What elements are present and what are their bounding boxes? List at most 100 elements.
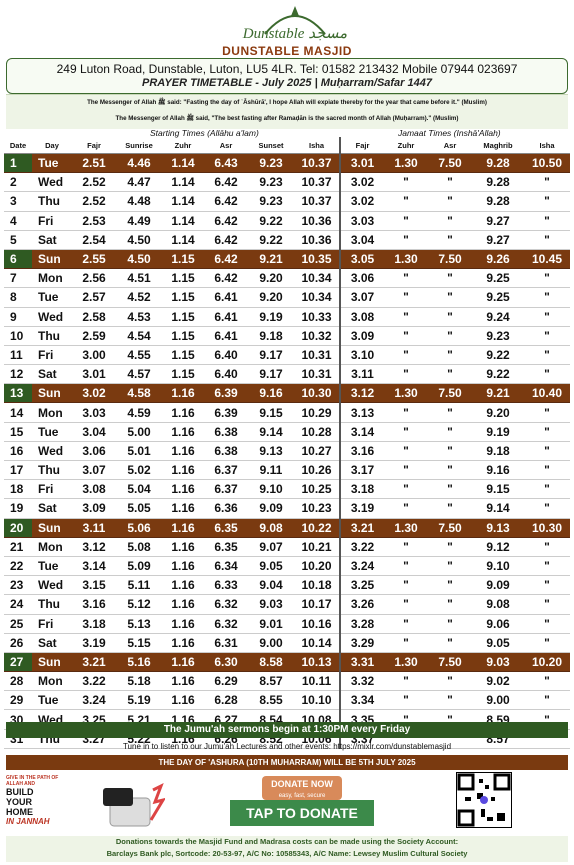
table-cell: 6.42 xyxy=(204,211,248,231)
table-cell: 5.01 xyxy=(116,441,162,462)
tune-in-text: Tune in to listen to our Jumu'ah Lecture… xyxy=(122,742,452,751)
table-cell: Sat xyxy=(32,230,72,250)
table-cell: 9.24 xyxy=(472,307,524,327)
table-cell: 5.00 xyxy=(116,422,162,442)
table-cell: " xyxy=(428,460,472,481)
table-cell: 7.50 xyxy=(428,652,472,673)
table-cell: 3.24 xyxy=(339,556,384,577)
table-cell: 10.27 xyxy=(294,441,340,462)
in-jannah-text: IN JANNAH xyxy=(6,817,50,826)
table-cell: 9.00 xyxy=(248,633,294,653)
column-header: Fajr xyxy=(72,137,116,154)
table-cell: 1.16 xyxy=(162,498,204,519)
table-cell: 10.33 xyxy=(294,307,340,327)
table-cell: Thu xyxy=(32,460,72,481)
table-cell: 2 xyxy=(4,172,32,193)
table-cell: 3.13 xyxy=(339,402,384,423)
table-cell: 9.27 xyxy=(472,211,524,231)
column-header: Isha xyxy=(524,137,570,154)
table-cell: Mon xyxy=(32,402,72,423)
table-cell: 6.31 xyxy=(204,633,248,653)
table-cell: 6.42 xyxy=(204,230,248,250)
table-cell: 9.05 xyxy=(472,633,524,653)
table-cell: 6.33 xyxy=(204,575,248,596)
table-cell: 1.30 xyxy=(384,518,428,538)
table-cell: " xyxy=(524,498,570,519)
table-cell: " xyxy=(384,422,428,442)
column-header: Zuhr xyxy=(384,137,428,154)
table-cell: 5 xyxy=(4,230,32,250)
table-cell: 3.02 xyxy=(339,191,384,212)
table-cell: 9.13 xyxy=(472,518,524,538)
table-cell: 24 xyxy=(4,594,32,615)
donate-now-badge: DONATE NOW easy, fast, secure xyxy=(262,776,342,800)
table-cell: 1.16 xyxy=(162,402,204,423)
table-cell: " xyxy=(428,614,472,634)
table-cell: 9.15 xyxy=(472,479,524,500)
table-cell: 1.15 xyxy=(162,345,204,366)
table-cell: " xyxy=(384,364,428,385)
table-cell: 8.55 xyxy=(248,690,294,711)
table-cell: 3.18 xyxy=(72,614,116,634)
column-header: Asr xyxy=(428,137,472,154)
table-cell: 3.14 xyxy=(339,422,384,442)
table-cell: 4.53 xyxy=(116,307,162,327)
table-row: 18 Fri 3.08 5.04 1.16 6.37 9.10 10.25 3.18 " " 9.15… xyxy=(4,479,570,500)
table-row: 17 Thu 3.07 5.02 1.16 6.37 9.11 10.26 3.17 " " 9.16… xyxy=(4,460,570,481)
hadith-line-1: The Messenger of Allah ﷺ said: "Fasting … xyxy=(87,99,487,106)
table-cell: 9.13 xyxy=(248,441,294,462)
table-cell: 10.17 xyxy=(294,594,340,615)
table-cell: 4.55 xyxy=(116,345,162,366)
table-cell: 6.41 xyxy=(204,287,248,308)
table-cell: " xyxy=(524,364,570,385)
table-cell: 5.12 xyxy=(116,594,162,615)
table-cell: 2.53 xyxy=(72,211,116,231)
donate-now-label: DONATE NOW xyxy=(271,779,333,789)
table-cell: Sat xyxy=(32,633,72,653)
table-cell: 1.16 xyxy=(162,614,204,634)
table-cell: 9.20 xyxy=(472,402,524,423)
table-cell: 9.22 xyxy=(248,230,294,250)
table-cell: 1.15 xyxy=(162,268,204,289)
table-cell: 1.15 xyxy=(162,249,204,270)
table-cell: 7 xyxy=(4,268,32,289)
table-cell: " xyxy=(428,172,472,193)
table-cell: " xyxy=(384,633,428,653)
table-cell: 6.35 xyxy=(204,518,248,538)
table-cell: " xyxy=(384,211,428,231)
table-cell: " xyxy=(384,172,428,193)
tap-to-donate-button[interactable]: TAP TO DONATE xyxy=(230,800,374,826)
table-cell: 9.18 xyxy=(472,441,524,462)
table-cell: 3.16 xyxy=(72,594,116,615)
table-cell: Sat xyxy=(32,498,72,519)
table-cell: 21 xyxy=(4,537,32,557)
table-cell: 9.28 xyxy=(472,191,524,212)
table-cell: 9.14 xyxy=(248,422,294,442)
table-cell: 9.14 xyxy=(472,498,524,519)
table-cell: 13 xyxy=(4,383,32,404)
table-cell: 10.30 xyxy=(524,518,570,538)
table-cell: 10.18 xyxy=(294,575,340,596)
jumuah-banner: The Jumu'ah sermons begin at 1:30PM ever… xyxy=(6,722,568,738)
table-cell: 3.03 xyxy=(339,211,384,231)
table-cell: 6.38 xyxy=(204,441,248,462)
table-cell: 7.50 xyxy=(428,383,472,404)
table-cell: 3.22 xyxy=(72,671,116,692)
table-cell: 9.23 xyxy=(472,326,524,346)
table-cell: 10.36 xyxy=(294,211,340,231)
build-home-promo: GIVE IN THE PATH OF ALLAH AND BUILD YOUR… xyxy=(6,775,76,827)
table-cell: " xyxy=(428,498,472,519)
table-cell: 7.50 xyxy=(428,249,472,270)
table-row: 24 Thu 3.16 5.12 1.16 6.32 9.03 10.17 3.26 " " 9.08… xyxy=(4,594,570,615)
table-cell: 3.16 xyxy=(339,441,384,462)
table-cell: Sun xyxy=(32,518,72,538)
masjid-logo: Dunstable مسجد xyxy=(215,4,375,44)
table-cell: " xyxy=(384,402,428,423)
table-cell: Mon xyxy=(32,268,72,289)
column-header: Date xyxy=(4,137,32,154)
table-cell: 10.16 xyxy=(294,614,340,634)
table-cell: 6.40 xyxy=(204,364,248,385)
table-cell: 1.16 xyxy=(162,518,204,538)
table-cell: " xyxy=(524,422,570,442)
table-cell: 9 xyxy=(4,307,32,327)
